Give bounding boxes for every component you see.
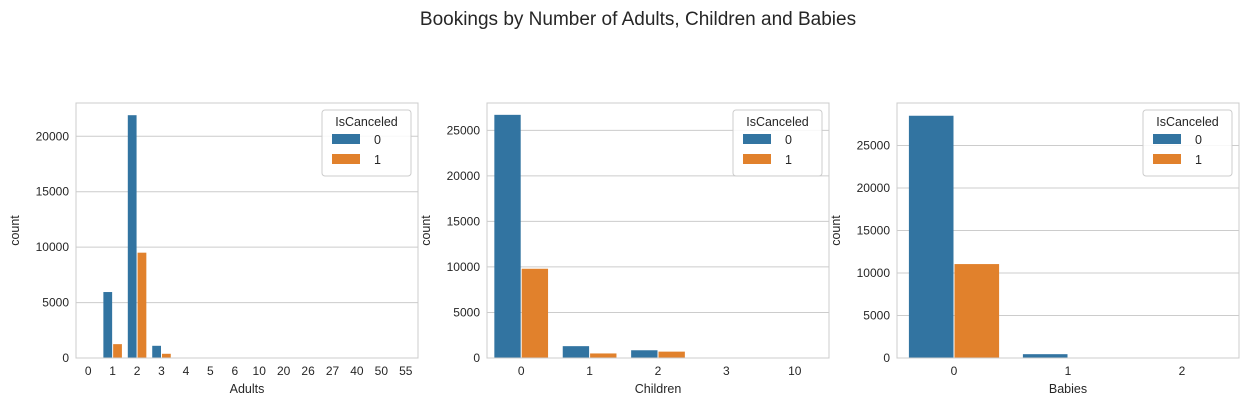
x-axis-label: Children	[635, 382, 682, 396]
y-tick-label: 10000	[447, 260, 481, 274]
chart-suptitle: Bookings by Number of Adults, Children a…	[420, 9, 856, 30]
bar-children-2-series-1	[658, 351, 685, 358]
plot-frame	[486, 102, 830, 359]
bar-children-0-series-1	[521, 268, 549, 358]
x-tick-label: 1	[586, 364, 593, 378]
legend-title: IsCanceled	[746, 115, 809, 129]
x-axis-label: Adults	[230, 382, 265, 396]
legend-swatch-0	[332, 134, 360, 144]
x-tick-label: 3	[723, 364, 730, 378]
x-tick-label: 0	[518, 364, 525, 378]
x-tick-label: 10	[253, 364, 267, 378]
y-tick-label: 15000	[36, 185, 70, 199]
legend-swatch-1	[332, 154, 360, 164]
x-tick-label: 55	[399, 364, 413, 378]
bar-children-1-series-1	[590, 353, 617, 358]
y-tick-label: 25000	[447, 123, 481, 137]
legend-swatch-1	[1153, 154, 1181, 164]
legend-label: 1	[374, 153, 381, 167]
legend-swatch-1	[743, 154, 771, 164]
y-tick-label: 15000	[447, 214, 481, 228]
y-tick-label: 0	[473, 351, 480, 365]
x-axis-label: Babies	[1049, 382, 1087, 396]
legend-label: 1	[1195, 153, 1202, 167]
y-axis-label: count	[8, 215, 22, 246]
bar-adults-3-series-1	[162, 353, 171, 358]
y-tick-label: 20000	[857, 181, 891, 195]
legend: IsCanceled 0 1	[732, 109, 823, 177]
y-axis-label: count	[829, 215, 843, 246]
subplot-babies: 0 5000 10000 15000 20000 25000 0 1 2 Babies count I…	[829, 102, 1240, 396]
x-tick-label: 4	[183, 364, 190, 378]
x-tick-label: 40	[350, 364, 364, 378]
bar-children-1-series-0	[562, 346, 590, 358]
legend: IsCanceled 0 1	[321, 109, 412, 177]
x-tick-label: 10	[788, 364, 802, 378]
y-tick-label: 0	[883, 351, 890, 365]
bar-babies-0-series-1	[954, 264, 1000, 358]
bar-adults-1-series-0	[103, 292, 113, 358]
x-tick-label: 50	[375, 364, 389, 378]
legend-title: IsCanceled	[1156, 115, 1219, 129]
x-tick-label: 1	[109, 364, 116, 378]
y-tick-label: 25000	[857, 139, 891, 153]
legend-title: IsCanceled	[335, 115, 398, 129]
y-tick-label: 20000	[36, 129, 70, 143]
y-tick-label: 10000	[857, 266, 891, 280]
plot-frame	[75, 102, 419, 359]
x-tick-label: 0	[951, 364, 958, 378]
x-tick-label: 2	[134, 364, 141, 378]
legend-swatch-0	[743, 134, 771, 144]
legend: IsCanceled 0 1	[1142, 109, 1233, 177]
y-tick-label: 5000	[42, 296, 69, 310]
bar-adults-3-series-0	[152, 345, 161, 358]
legend-label: 0	[785, 133, 792, 147]
x-tick-label: 2	[1179, 364, 1186, 378]
bar-babies-0-series-0	[908, 115, 954, 358]
x-tick-label: 3	[158, 364, 165, 378]
x-tick-label: 5	[207, 364, 214, 378]
y-tick-label: 5000	[863, 309, 890, 323]
x-tick-label: 27	[326, 364, 340, 378]
y-tick-label: 5000	[453, 305, 480, 319]
bar-children-0-series-0	[494, 114, 521, 358]
bar-adults-2-series-0	[127, 115, 137, 359]
x-tick-label: 1	[1065, 364, 1072, 378]
legend-label: 0	[374, 133, 381, 147]
y-tick-label: 20000	[447, 169, 481, 183]
bar-children-2-series-0	[631, 350, 658, 358]
x-tick-label: 0	[85, 364, 92, 378]
y-tick-label: 15000	[857, 224, 891, 238]
x-tick-label: 2	[655, 364, 662, 378]
y-axis-label: count	[419, 215, 433, 246]
bar-adults-1-series-1	[113, 344, 122, 358]
x-tick-label: 20	[277, 364, 291, 378]
legend-label: 1	[785, 153, 792, 167]
x-tick-label: 6	[231, 364, 238, 378]
bar-babies-1-series-0	[1022, 354, 1068, 358]
legend-swatch-0	[1153, 134, 1181, 144]
plot-frame	[896, 102, 1240, 359]
y-tick-label: 0	[62, 351, 69, 365]
bar-adults-2-series-1	[137, 252, 147, 358]
x-tick-label: 26	[301, 364, 315, 378]
legend-label: 0	[1195, 133, 1202, 147]
y-tick-label: 10000	[36, 240, 70, 254]
